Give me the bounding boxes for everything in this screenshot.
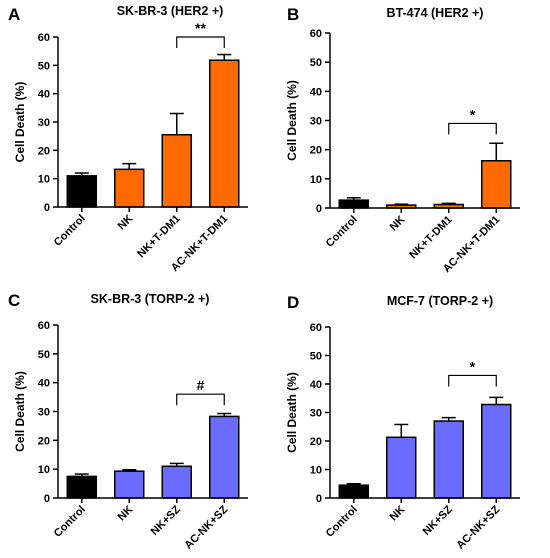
panel-b: B BT-474 (HER2 +) Cell Death (%) 0 10 20 30 40 5… bbox=[285, 5, 520, 275]
significance-bracket bbox=[448, 374, 497, 387]
y-tick-label: 30 bbox=[310, 116, 322, 128]
significance-bracket bbox=[176, 393, 225, 406]
x-tick-label: AC-NK+SZ bbox=[454, 503, 502, 551]
y-tick-label: 60 bbox=[310, 322, 322, 334]
x-tick-label: NK+SZ bbox=[149, 503, 183, 537]
bar bbox=[338, 484, 369, 499]
y-tick-label: 0 bbox=[44, 202, 50, 214]
bar bbox=[481, 160, 512, 209]
panel-letter: C bbox=[8, 291, 20, 310]
bar bbox=[114, 470, 145, 499]
bar bbox=[386, 436, 417, 499]
panel-letter: D bbox=[287, 293, 299, 312]
y-tick-label: 30 bbox=[38, 117, 50, 129]
significance-bracket bbox=[176, 36, 225, 48]
panel-a: A SK-BR-3 (HER2 +) Cell Death (%) 0 10 20 30 40… bbox=[8, 4, 248, 274]
y-axis-label: Cell Death (%) bbox=[285, 80, 299, 161]
x-tick-label: Control bbox=[324, 504, 360, 540]
y-tick-label: 10 bbox=[38, 464, 50, 476]
panel-title: SK-BR-3 (TORP-2 +) bbox=[91, 292, 210, 306]
x-tick-label: NK+T-DM1 bbox=[135, 213, 183, 261]
bar bbox=[161, 465, 192, 499]
significance-label: ** bbox=[195, 20, 206, 36]
x-tick-label: Control bbox=[324, 214, 360, 250]
x-tick-label: Control bbox=[52, 213, 88, 249]
y-axis-label: Cell Death (%) bbox=[285, 372, 299, 453]
panel-d: D MCF-7 (TORP-2 +) Cell Death (%) 0 10 20 30 40… bbox=[285, 293, 520, 552]
bar bbox=[338, 199, 369, 209]
y-tick-label: 50 bbox=[310, 351, 322, 363]
y-tick-label: 50 bbox=[38, 60, 50, 72]
x-tick-label: NK bbox=[116, 213, 136, 233]
significance-label: * bbox=[470, 106, 476, 122]
bar bbox=[433, 420, 464, 499]
y-axis-label: Cell Death (%) bbox=[13, 82, 27, 163]
bar bbox=[481, 403, 512, 499]
x-tick-label: NK+T-DM1 bbox=[407, 214, 455, 262]
bar bbox=[209, 59, 240, 208]
y-tick-label: 40 bbox=[38, 89, 50, 101]
significance-bracket bbox=[448, 122, 497, 135]
y-tick-label: 20 bbox=[38, 145, 50, 157]
y-tick-label: 40 bbox=[310, 86, 322, 98]
bar bbox=[66, 175, 97, 208]
significance-label: # bbox=[197, 377, 205, 393]
y-tick-label: 60 bbox=[38, 32, 50, 44]
panel-letter: B bbox=[287, 5, 299, 24]
y-tick-label: 10 bbox=[310, 465, 322, 477]
x-tick-label: NK bbox=[116, 504, 136, 524]
x-tick-label: NK+SZ bbox=[421, 503, 455, 537]
panel-c: C SK-BR-3 (TORP-2 +) Cell Death (%) 0 10 20 30… bbox=[8, 291, 248, 552]
y-tick-label: 10 bbox=[310, 174, 322, 186]
bar bbox=[66, 475, 97, 499]
y-tick-label: 60 bbox=[310, 28, 322, 40]
y-tick-label: 20 bbox=[310, 145, 322, 157]
panel-letter: A bbox=[8, 5, 20, 24]
y-tick-label: 30 bbox=[38, 407, 50, 419]
x-tick-label: Control bbox=[52, 504, 88, 540]
y-tick-label: 0 bbox=[316, 493, 322, 505]
y-tick-label: 60 bbox=[38, 320, 50, 332]
y-tick-label: 0 bbox=[44, 493, 50, 505]
y-tick-label: 20 bbox=[310, 436, 322, 448]
x-tick-label: NK bbox=[388, 214, 408, 234]
panel-title: BT-474 (HER2 +) bbox=[387, 6, 484, 20]
y-tick-label: 30 bbox=[310, 408, 322, 420]
x-tick-label: NK bbox=[388, 504, 408, 524]
y-tick-label: 50 bbox=[310, 57, 322, 69]
y-tick-label: 40 bbox=[38, 378, 50, 390]
panel-title: MCF-7 (TORP-2 +) bbox=[387, 294, 493, 308]
y-tick-label: 10 bbox=[38, 174, 50, 186]
bar bbox=[114, 168, 145, 208]
y-tick-label: 0 bbox=[316, 203, 322, 215]
bar bbox=[209, 415, 240, 499]
x-tick-label: AC-NK+SZ bbox=[182, 503, 230, 551]
y-axis-label: Cell Death (%) bbox=[13, 371, 27, 452]
panel-title: SK-BR-3 (HER2 +) bbox=[117, 4, 224, 18]
bar bbox=[161, 134, 192, 208]
y-tick-label: 50 bbox=[38, 349, 50, 361]
y-tick-label: 20 bbox=[38, 435, 50, 447]
y-tick-label: 40 bbox=[310, 379, 322, 391]
significance-label: * bbox=[470, 358, 476, 374]
